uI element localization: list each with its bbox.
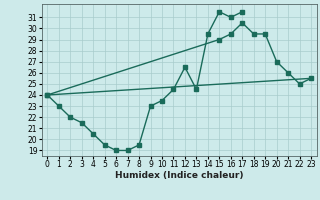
X-axis label: Humidex (Indice chaleur): Humidex (Indice chaleur) (115, 171, 244, 180)
